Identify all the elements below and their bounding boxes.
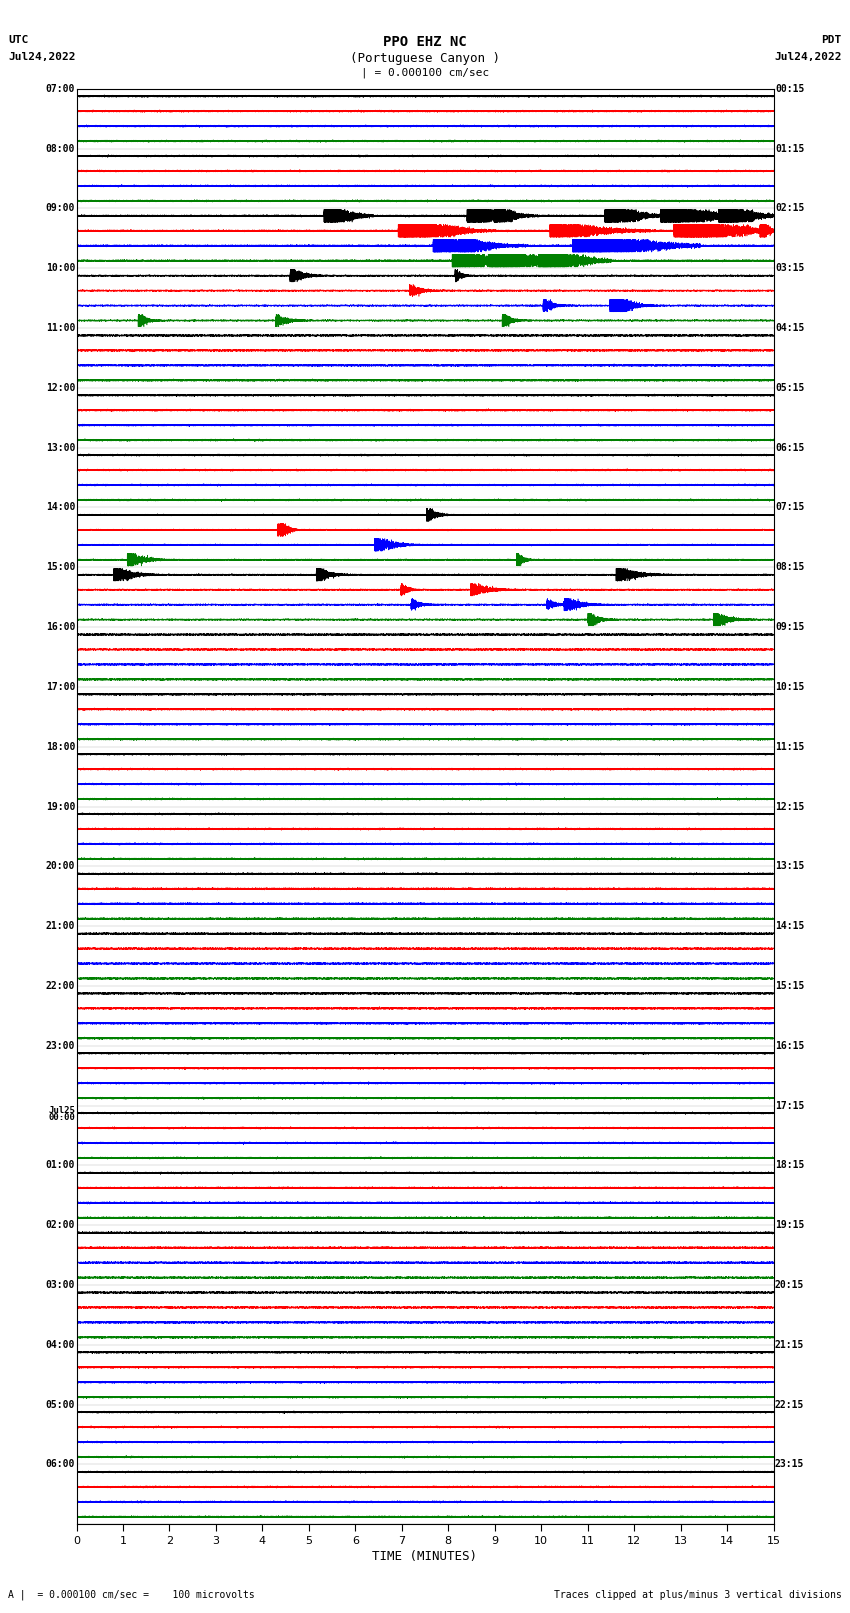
Text: 13:15: 13:15 xyxy=(775,861,804,871)
Text: 05:15: 05:15 xyxy=(775,382,804,394)
Text: 01:15: 01:15 xyxy=(775,144,804,153)
X-axis label: TIME (MINUTES): TIME (MINUTES) xyxy=(372,1550,478,1563)
Text: 03:00: 03:00 xyxy=(46,1281,75,1290)
Text: 03:15: 03:15 xyxy=(775,263,804,273)
Text: 08:00: 08:00 xyxy=(46,144,75,153)
Text: 01:00: 01:00 xyxy=(46,1160,75,1171)
Text: A |  = 0.000100 cm/sec =    100 microvolts: A | = 0.000100 cm/sec = 100 microvolts xyxy=(8,1589,255,1600)
Text: 11:00: 11:00 xyxy=(46,323,75,332)
Text: 04:00: 04:00 xyxy=(46,1340,75,1350)
Text: 14:15: 14:15 xyxy=(775,921,804,931)
Text: 12:00: 12:00 xyxy=(46,382,75,394)
Text: 23:15: 23:15 xyxy=(775,1460,804,1469)
Text: Jul25: Jul25 xyxy=(48,1105,75,1115)
Text: 20:15: 20:15 xyxy=(775,1281,804,1290)
Text: 15:15: 15:15 xyxy=(775,981,804,990)
Text: 19:00: 19:00 xyxy=(46,802,75,811)
Text: 15:00: 15:00 xyxy=(46,563,75,573)
Text: 18:00: 18:00 xyxy=(46,742,75,752)
Text: 06:00: 06:00 xyxy=(46,1460,75,1469)
Text: 08:15: 08:15 xyxy=(775,563,804,573)
Text: 12:15: 12:15 xyxy=(775,802,804,811)
Text: 05:00: 05:00 xyxy=(46,1400,75,1410)
Text: | = 0.000100 cm/sec: | = 0.000100 cm/sec xyxy=(361,68,489,79)
Text: PPO EHZ NC: PPO EHZ NC xyxy=(383,35,467,50)
Text: 20:00: 20:00 xyxy=(46,861,75,871)
Text: UTC: UTC xyxy=(8,35,29,45)
Text: PDT: PDT xyxy=(821,35,842,45)
Text: 21:15: 21:15 xyxy=(775,1340,804,1350)
Text: 13:00: 13:00 xyxy=(46,442,75,453)
Text: 06:15: 06:15 xyxy=(775,442,804,453)
Text: 17:15: 17:15 xyxy=(775,1100,804,1111)
Text: 21:00: 21:00 xyxy=(46,921,75,931)
Text: 19:15: 19:15 xyxy=(775,1219,804,1231)
Text: Jul24,2022: Jul24,2022 xyxy=(774,52,842,61)
Text: 23:00: 23:00 xyxy=(46,1040,75,1050)
Text: (Portuguese Canyon ): (Portuguese Canyon ) xyxy=(350,52,500,65)
Text: 17:00: 17:00 xyxy=(46,682,75,692)
Text: 10:00: 10:00 xyxy=(46,263,75,273)
Text: 18:15: 18:15 xyxy=(775,1160,804,1171)
Text: 04:15: 04:15 xyxy=(775,323,804,332)
Text: 02:15: 02:15 xyxy=(775,203,804,213)
Text: Jul24,2022: Jul24,2022 xyxy=(8,52,76,61)
Text: 00:00: 00:00 xyxy=(48,1113,75,1123)
Text: 00:15: 00:15 xyxy=(775,84,804,94)
Text: 22:00: 22:00 xyxy=(46,981,75,990)
Text: 07:15: 07:15 xyxy=(775,502,804,513)
Text: 09:00: 09:00 xyxy=(46,203,75,213)
Text: 02:00: 02:00 xyxy=(46,1219,75,1231)
Text: Traces clipped at plus/minus 3 vertical divisions: Traces clipped at plus/minus 3 vertical … xyxy=(553,1590,842,1600)
Text: 16:15: 16:15 xyxy=(775,1040,804,1050)
Text: 10:15: 10:15 xyxy=(775,682,804,692)
Text: 14:00: 14:00 xyxy=(46,502,75,513)
Text: 07:00: 07:00 xyxy=(46,84,75,94)
Text: 16:00: 16:00 xyxy=(46,623,75,632)
Text: 09:15: 09:15 xyxy=(775,623,804,632)
Text: 11:15: 11:15 xyxy=(775,742,804,752)
Text: 22:15: 22:15 xyxy=(775,1400,804,1410)
